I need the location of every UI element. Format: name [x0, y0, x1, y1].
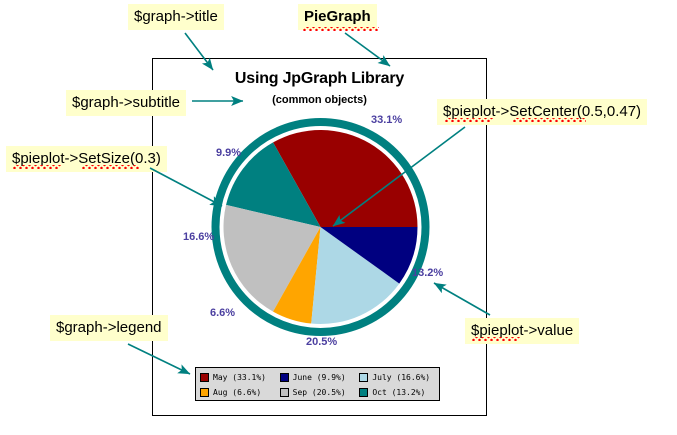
- slice-percent-july: 16.6%: [183, 231, 215, 243]
- slice-percent-aug: 6.6%: [210, 307, 236, 319]
- legend-item[interactable]: Sep (20.5%): [279, 386, 356, 399]
- pie-slice-oct: [226, 142, 321, 227]
- legend-swatch-icon: [200, 388, 209, 397]
- legend-swatch-icon: [200, 373, 209, 382]
- slice-percent-june: 9.9%: [216, 147, 242, 159]
- legend-item[interactable]: July (16.6%): [359, 371, 435, 384]
- legend-item-label: May (33.1%): [213, 373, 266, 382]
- legend-item-label: Oct (13.2%): [372, 388, 426, 397]
- pie-slice-sep: [223, 204, 321, 312]
- legend-swatch-icon: [279, 373, 289, 382]
- callout-pieplot-value: $pieplot->value: [465, 318, 580, 344]
- graph-subtitle: (common objects): [272, 94, 367, 106]
- legend-item-label: Aug (6.6%): [213, 388, 262, 397]
- pie-slices: [223, 130, 418, 325]
- pie-slice-july: [311, 227, 400, 325]
- legend-item-label: June (9.9%): [292, 373, 346, 382]
- callout-piegraph: PieGraph: [298, 4, 377, 30]
- pie-slice-aug: [273, 227, 321, 324]
- pie-outer-ring: [211, 118, 430, 336]
- legend-item[interactable]: Aug (6.6%): [200, 386, 276, 399]
- legend-swatch-icon: [279, 388, 289, 397]
- legend-swatch-icon: [359, 373, 369, 382]
- legend-item[interactable]: May (33.1%): [200, 371, 276, 384]
- callout-graph-title: $graph->title: [128, 4, 224, 30]
- page-title: Using JpGraph Library: [234, 70, 405, 87]
- callout-setcenter: $pieplot->SetCenter(0.5,0.47): [437, 99, 648, 125]
- legend-item-label: July (16.6%): [372, 373, 431, 382]
- legend-item-label: Sep (20.5%): [292, 388, 346, 397]
- slice-percent-sep: 20.5%: [306, 336, 338, 348]
- legend-item[interactable]: June (9.9%): [279, 371, 356, 384]
- legend-item[interactable]: Oct (13.2%): [359, 386, 435, 399]
- graph-legend[interactable]: May (33.1%) June (9.9%) July (16.6%) Aug (6…: [195, 367, 440, 401]
- callout-setsize: $pieplot->SetSize(0.3): [6, 146, 167, 172]
- slice-percent-oct: 13.2%: [412, 267, 444, 279]
- pie-slice-june: [320, 227, 418, 284]
- callout-graph-subtitle: $graph->subtitle: [66, 90, 186, 116]
- slice-percent-may: 33.1%: [371, 114, 403, 126]
- legend-swatch-icon: [359, 388, 369, 397]
- callout-graph-legend: $graph->legend: [50, 315, 168, 341]
- graph-frame: Using JpGraph Library (common objects) 3…: [152, 58, 487, 416]
